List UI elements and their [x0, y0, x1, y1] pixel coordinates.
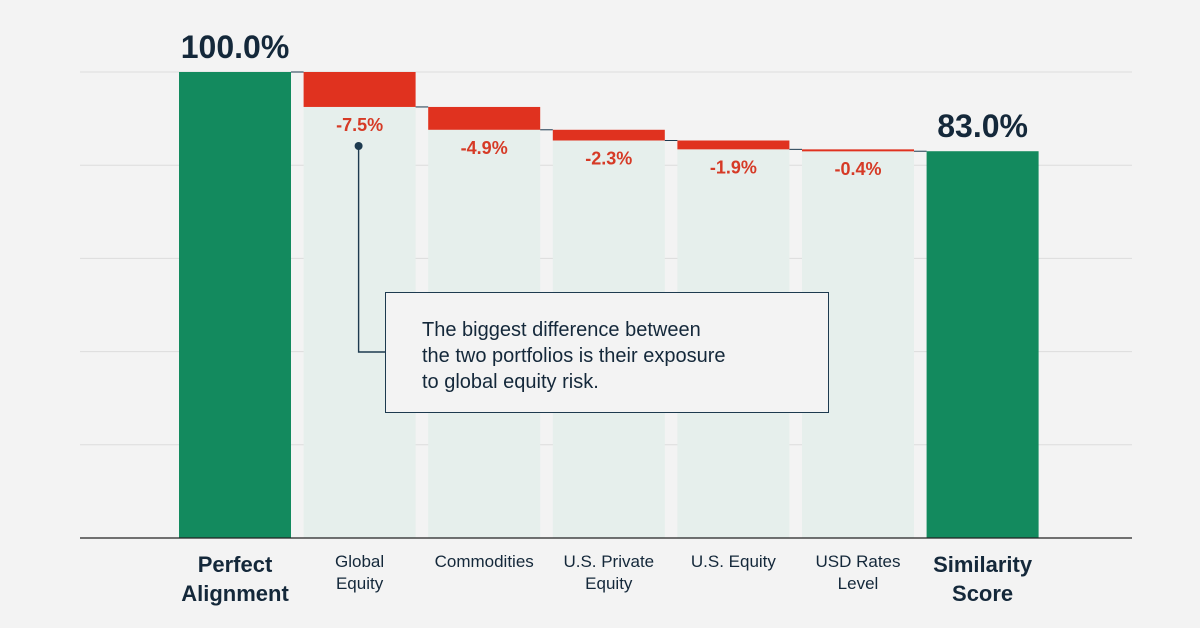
total-value-label: 100.0%	[181, 29, 290, 65]
annotation-leader-line	[357, 146, 386, 353]
delta-value-label: -4.9%	[461, 138, 508, 158]
decrease-bar	[802, 149, 914, 152]
total-bar	[926, 151, 1039, 538]
category-label: Perfect Alignment	[181, 552, 289, 606]
category-label: U.S. Equity	[691, 552, 777, 571]
category-label: Commodities	[435, 552, 534, 571]
delta-value-label: -1.9%	[710, 157, 757, 177]
delta-value-label: -7.5%	[336, 115, 383, 135]
delta-value-label: -0.4%	[834, 159, 881, 179]
decrease-bar	[303, 72, 416, 107]
category-label: U.S. Private Equity	[563, 552, 654, 593]
total-value-label: 83.0%	[937, 108, 1028, 144]
delta-value-label: -2.3%	[585, 149, 632, 169]
annotation-text-line-1: The biggest difference between	[422, 319, 701, 341]
category-label: Similarity Score	[933, 552, 1033, 606]
category-label: USD Rates Level	[815, 552, 900, 593]
decrease-bar	[552, 129, 665, 141]
decrease-bar	[428, 106, 541, 130]
annotation-text-line-2: the two portfolios is their exposure	[422, 345, 726, 367]
total-bar	[179, 72, 291, 538]
annotation-callout: The biggest difference between the two p…	[385, 292, 829, 413]
decrease-bar	[677, 140, 790, 150]
category-label: Global Equity	[335, 552, 384, 593]
annotation-text-line-3: to global equity risk.	[422, 371, 599, 393]
